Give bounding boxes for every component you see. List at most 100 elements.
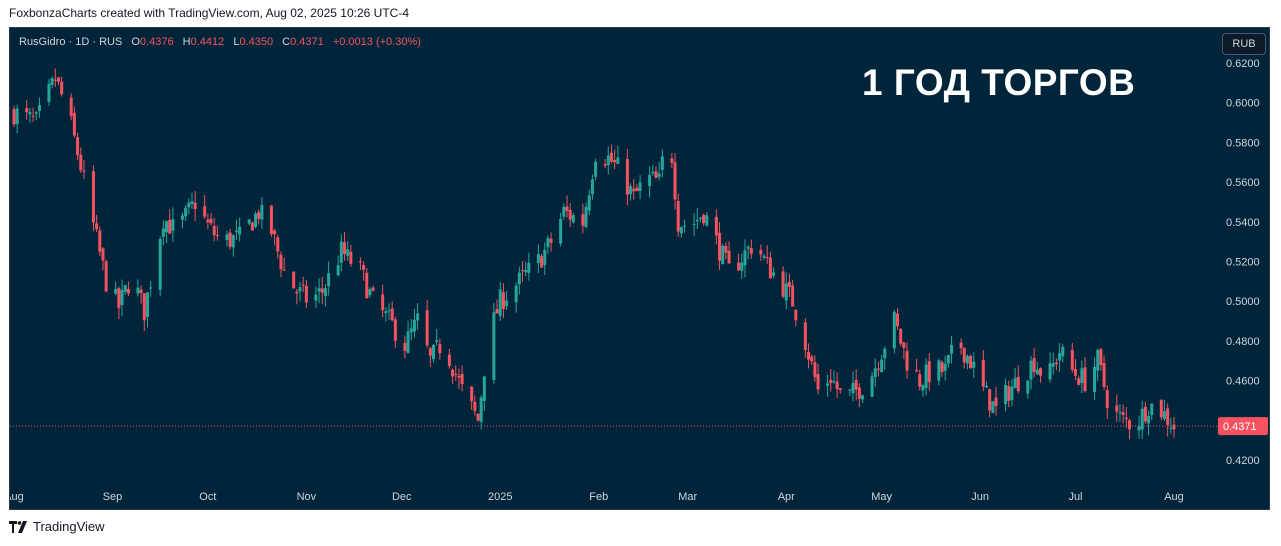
candle-body — [371, 287, 375, 291]
candle-body — [209, 218, 213, 224]
candle-body — [149, 287, 153, 289]
candle-body — [536, 253, 540, 264]
candle-body — [1093, 366, 1097, 393]
x-tick-label: Dec — [392, 491, 412, 503]
candle-body — [476, 413, 480, 421]
candle-body — [924, 364, 928, 389]
candle-body — [72, 112, 76, 136]
candle-body — [946, 354, 950, 364]
candle-body — [1102, 363, 1106, 387]
candle-body — [298, 287, 302, 292]
candle-body — [98, 230, 102, 252]
x-tick-label: Apr — [778, 491, 795, 503]
tradingview-logo-icon — [9, 520, 27, 533]
candle-body — [136, 287, 140, 294]
change-value: +0.0013 (+0.30%) — [332, 36, 421, 48]
candle-body — [880, 359, 884, 373]
candle-body — [959, 342, 963, 349]
candle-body — [1124, 417, 1128, 420]
candle-body — [829, 379, 833, 383]
candle-body — [1048, 363, 1052, 380]
candle-body — [740, 262, 744, 271]
candle-body — [104, 261, 108, 292]
symbol-label[interactable]: RusGidro · 1D · RUS — [19, 36, 123, 48]
candle-body — [705, 215, 709, 226]
candle-body — [336, 265, 340, 276]
candle-body — [1032, 357, 1036, 372]
candle-body — [549, 238, 553, 243]
candle-body — [1083, 367, 1087, 391]
x-tick-label: Jun — [971, 491, 989, 503]
candle-body — [517, 272, 521, 285]
candle-body — [651, 171, 655, 174]
candle-body — [991, 401, 995, 413]
tradingview-logo[interactable]: TradingView — [9, 519, 105, 534]
candle-body — [520, 270, 524, 272]
candle-body — [629, 186, 633, 195]
currency-button[interactable]: RUB — [1222, 33, 1266, 55]
candle-body — [349, 251, 353, 265]
candle-body — [120, 290, 124, 306]
candle-body — [184, 207, 188, 217]
candle-body — [406, 331, 410, 353]
candle-body — [269, 205, 273, 235]
candle-body — [1162, 411, 1166, 420]
candle-body — [260, 205, 264, 220]
candle-body — [203, 206, 207, 217]
candle-body — [981, 359, 985, 387]
candle-body — [692, 223, 696, 225]
candle-body — [524, 270, 528, 273]
chart-frame[interactable]: 0.42000.44000.46000.48000.50000.52000.54… — [9, 27, 1270, 510]
candle-body — [854, 380, 858, 390]
candle-body — [807, 352, 811, 360]
candle-body — [1169, 427, 1173, 429]
candle-body — [718, 232, 722, 261]
candle-body — [295, 291, 299, 294]
candle-body — [428, 348, 432, 356]
candle-body — [457, 375, 461, 378]
candle-body — [638, 182, 642, 191]
y-tick-label: 0.5000 — [1226, 296, 1260, 308]
candle-body — [695, 219, 699, 222]
candle-body — [902, 342, 906, 348]
y-axis: 0.42000.44000.46000.48000.50000.52000.54… — [1226, 58, 1260, 467]
y-tick-label: 0.5400 — [1226, 217, 1260, 229]
candle-body — [791, 285, 795, 307]
candle-body — [835, 381, 839, 390]
candle-body — [28, 112, 32, 115]
candle-body — [988, 389, 992, 411]
candle-body — [168, 219, 172, 234]
candle-body — [145, 292, 149, 317]
candle-body — [892, 311, 896, 349]
candle-body — [368, 289, 372, 296]
candle-body — [390, 308, 394, 321]
candle-body — [581, 214, 585, 226]
candle-body — [314, 294, 318, 301]
candle-body — [1007, 386, 1011, 401]
candle-body — [816, 374, 820, 390]
candle-body — [870, 376, 874, 397]
candle-body — [571, 215, 575, 223]
candle-body — [50, 78, 54, 85]
candle-body — [794, 309, 798, 321]
candle-body — [648, 174, 652, 187]
candle-body — [969, 355, 973, 369]
candle-body — [1150, 403, 1154, 415]
candle-body — [432, 345, 436, 360]
candle-body — [69, 97, 73, 117]
candle-body — [1073, 368, 1077, 376]
candle-body — [1004, 384, 1008, 405]
candle-body — [501, 292, 505, 310]
candle-body — [940, 362, 944, 373]
candles — [12, 68, 1176, 440]
candle-body — [803, 322, 807, 351]
candle-body — [492, 312, 496, 380]
candle-body — [250, 222, 254, 231]
x-tick-label: Jul — [1068, 491, 1082, 503]
candle-body — [1061, 346, 1065, 357]
candle-body — [171, 219, 175, 231]
candle-body — [365, 272, 369, 299]
candlestick-chart[interactable]: 0.42000.44000.46000.48000.50000.52000.54… — [10, 28, 1269, 509]
x-tick-label: Nov — [297, 491, 317, 503]
candle-body — [632, 188, 636, 192]
